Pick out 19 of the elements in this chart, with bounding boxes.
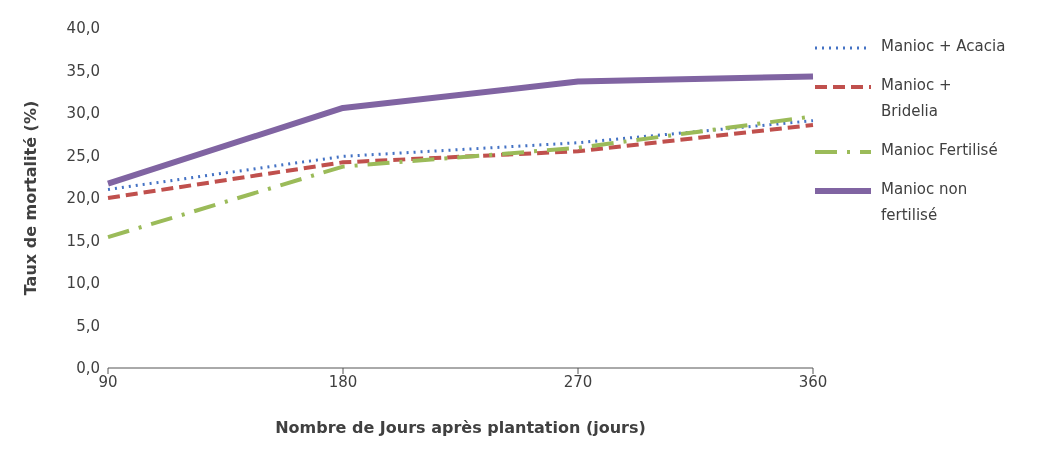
- x-tick-label: 270: [563, 372, 593, 391]
- y-tick-label: 15,0: [66, 231, 100, 250]
- legend-label: Manioc + Bridelia: [881, 75, 953, 122]
- y-tick-label: 35,0: [66, 61, 100, 80]
- y-tick-label: 0,0: [76, 359, 100, 378]
- y-tick-label: 10,0: [66, 274, 100, 293]
- legend-label: Manioc + Acacia: [881, 36, 1007, 57]
- legend-label: Manioc Fertilisé: [881, 140, 999, 161]
- y-tick-label: 25,0: [66, 146, 100, 165]
- y-tick-label: 5,0: [76, 316, 100, 335]
- y-tick-label: 40,0: [66, 19, 100, 38]
- x-axis-title: Nombre de Jours après plantation (jours): [275, 418, 646, 437]
- legend-label: Manioc non fertilisé: [881, 179, 969, 226]
- x-tick-label: 180: [328, 372, 358, 391]
- x-tick-label: 360: [798, 372, 828, 391]
- y-tick-label: 30,0: [66, 104, 100, 123]
- x-tick-label: 90: [98, 372, 118, 391]
- y-axis-title: Taux de mortalité (%): [20, 100, 40, 296]
- y-tick-label: 20,0: [66, 189, 100, 208]
